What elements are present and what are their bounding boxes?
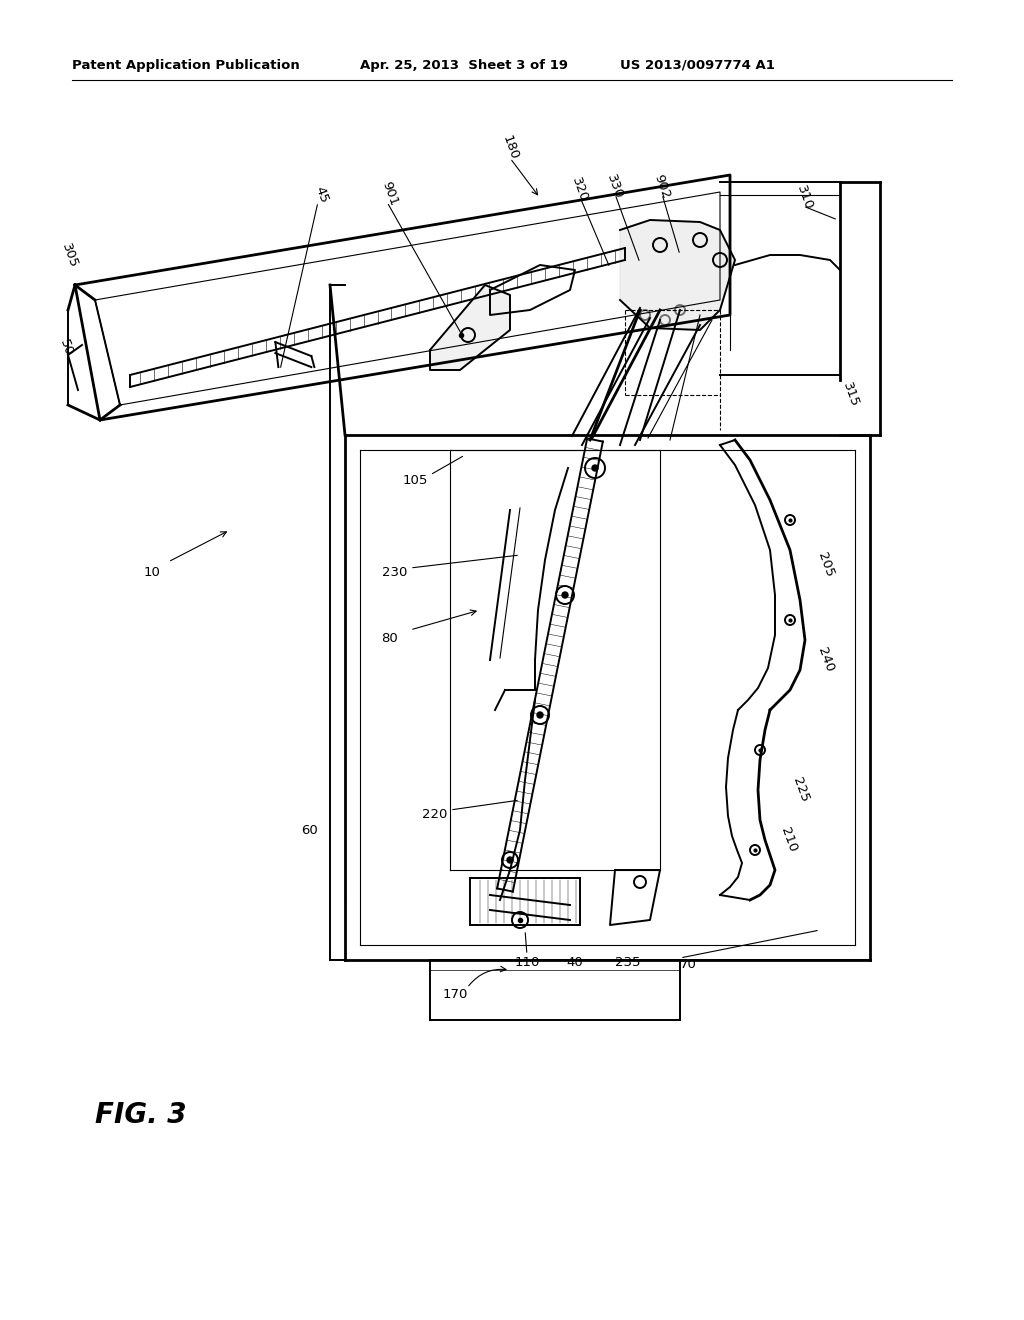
Text: 180: 180 (500, 133, 520, 162)
Text: 210: 210 (778, 826, 799, 854)
Text: 50: 50 (57, 338, 75, 358)
Text: 330: 330 (604, 173, 626, 201)
Polygon shape (620, 220, 735, 330)
Text: 902: 902 (651, 173, 673, 201)
Polygon shape (430, 285, 510, 370)
Circle shape (562, 591, 568, 598)
Circle shape (537, 711, 543, 718)
Text: 901: 901 (380, 180, 400, 209)
Text: 305: 305 (59, 242, 81, 271)
Text: 235: 235 (615, 956, 641, 969)
Circle shape (592, 465, 598, 471)
Text: Apr. 25, 2013  Sheet 3 of 19: Apr. 25, 2013 Sheet 3 of 19 (360, 58, 568, 71)
Text: 60: 60 (302, 824, 318, 837)
Text: Patent Application Publication: Patent Application Publication (72, 58, 300, 71)
Text: 170: 170 (442, 989, 468, 1002)
Text: 80: 80 (382, 631, 398, 644)
Text: 220: 220 (422, 808, 447, 821)
Text: 315: 315 (840, 380, 861, 409)
Text: 225: 225 (790, 776, 811, 804)
Text: 105: 105 (402, 474, 428, 487)
Text: 40: 40 (566, 956, 584, 969)
Text: 240: 240 (815, 645, 836, 675)
Text: US 2013/0097774 A1: US 2013/0097774 A1 (620, 58, 775, 71)
Text: 10: 10 (143, 565, 161, 578)
Text: 310: 310 (795, 183, 815, 213)
Text: FIG. 3: FIG. 3 (95, 1101, 186, 1129)
Text: 320: 320 (569, 176, 591, 205)
Circle shape (507, 857, 513, 863)
Text: 205: 205 (815, 550, 836, 579)
Text: 110: 110 (514, 956, 540, 969)
Text: 45: 45 (313, 185, 331, 205)
Text: 230: 230 (382, 565, 408, 578)
Text: 70: 70 (680, 958, 696, 972)
